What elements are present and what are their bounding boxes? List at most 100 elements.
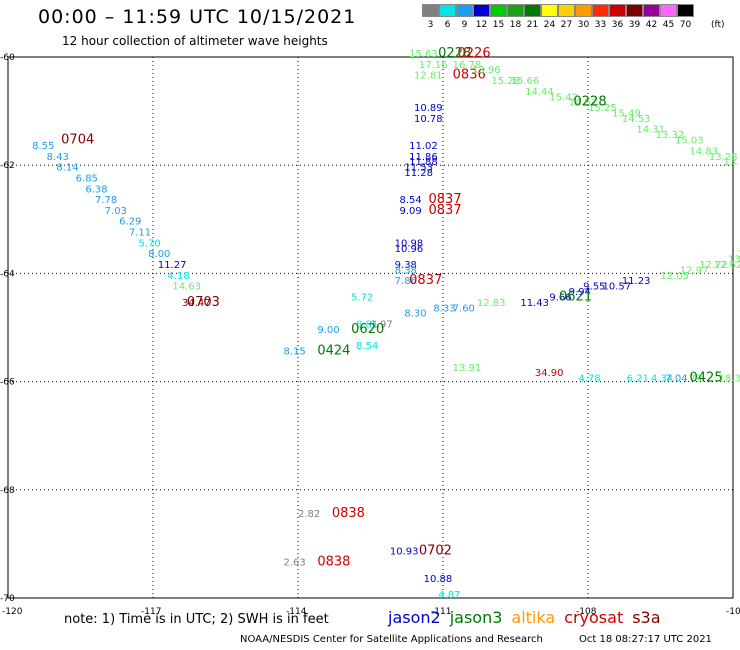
wave-height-value: 12.05 bbox=[661, 271, 690, 282]
wave-height-value: 11.53 bbox=[404, 163, 433, 174]
wave-height-value: 4.87 bbox=[438, 590, 460, 601]
wave-height-value: 14.63 bbox=[172, 282, 201, 293]
wave-height-value: 15.49 bbox=[612, 109, 641, 120]
wave-height-value: 13.59 bbox=[728, 255, 740, 266]
wave-height-value: 14.83 bbox=[690, 146, 719, 157]
color-scale: 3 6 9 12 15 18 21 24 27 30 33 36 39 42 45 70 bbox=[422, 4, 694, 30]
wave-height-value: 6.85 bbox=[76, 173, 98, 184]
pass-time-label: 0620 bbox=[351, 322, 384, 337]
wave-height-value: 11.02 bbox=[409, 141, 438, 152]
wave-height-value: 11.43 bbox=[520, 298, 549, 309]
wave-height-value: 11.23 bbox=[622, 276, 651, 287]
wave-height-value: 9.94 bbox=[569, 287, 591, 298]
pass-time-label: 0837 bbox=[429, 192, 462, 207]
lon-tick-label: -111 bbox=[431, 607, 451, 617]
scale-swatch bbox=[456, 4, 473, 17]
wave-height-value: 13.57 bbox=[738, 249, 740, 260]
pass-time-label: 0838 bbox=[332, 506, 365, 521]
wave-height-value: 10.96 bbox=[395, 244, 424, 255]
scale-swatch bbox=[677, 4, 694, 17]
satellite-jason2: jason2 bbox=[388, 608, 441, 627]
scale-swatch bbox=[473, 4, 490, 17]
pass-time-label: 0703 bbox=[187, 295, 220, 310]
lon-tick-label: -120 bbox=[2, 607, 23, 617]
scale-swatch bbox=[541, 4, 558, 17]
lat-tick-label: -66 bbox=[0, 378, 15, 388]
wave-height-value: 16.78 bbox=[453, 60, 482, 71]
wave-height-value: 10.57 bbox=[603, 282, 632, 293]
scale-swatch bbox=[507, 4, 524, 17]
wave-height-value: 7.86 bbox=[395, 276, 417, 287]
pass-time-label: 0424 bbox=[317, 344, 350, 359]
wave-height-value: 8.15 bbox=[284, 347, 306, 358]
scale-label: 42 bbox=[645, 20, 658, 30]
wave-height-value: 12.83 bbox=[477, 298, 506, 309]
scale-label: 24 bbox=[543, 20, 556, 30]
scale-label: 12 bbox=[475, 20, 488, 30]
wave-height-value: 8.55 bbox=[32, 141, 54, 152]
scale-label: 45 bbox=[662, 20, 675, 30]
pass-time-label: 0702 bbox=[419, 544, 452, 559]
wave-height-value: 13.91 bbox=[453, 363, 482, 374]
wave-height-value: 15.25 bbox=[588, 103, 617, 114]
scale-label: 6 bbox=[444, 20, 451, 30]
wave-height-value: 15.66 bbox=[511, 76, 540, 87]
scale-swatch bbox=[609, 4, 626, 17]
pass-time-label: 0228 bbox=[438, 46, 471, 61]
footer-timestamp: Oct 18 08:27:17 UTC 2021 bbox=[579, 634, 712, 645]
scale-label: 18 bbox=[509, 20, 522, 30]
scale-label: 36 bbox=[611, 20, 624, 30]
wave-height-value: 8.43 bbox=[47, 152, 69, 163]
wave-height-value: 10.89 bbox=[414, 103, 443, 114]
wave-height-value: 4.78 bbox=[578, 374, 600, 385]
pass-time-label: 0837 bbox=[429, 203, 462, 218]
wave-height-value: 8.54 bbox=[400, 195, 422, 206]
wave-height-value: 4.34 bbox=[651, 374, 673, 385]
wave-height-value: 8.54 bbox=[356, 341, 378, 352]
wave-height-value: 9.55 bbox=[583, 282, 605, 293]
wave-height-value: 15.42 bbox=[549, 92, 578, 103]
wave-height-value: 5.72 bbox=[351, 292, 373, 303]
scale-swatch bbox=[660, 4, 677, 17]
satellite-cryosat: cryosat bbox=[564, 608, 624, 627]
footer-credit: NOAA/NESDIS Center for Satellite Applica… bbox=[240, 634, 543, 645]
scale-unit: (ft) bbox=[711, 20, 725, 30]
wave-height-value: 12.97 bbox=[680, 265, 709, 276]
wave-height-value: 8.81 bbox=[356, 320, 378, 331]
wave-height-value: 15.63 bbox=[409, 49, 438, 60]
satellite-jason3: jason3 bbox=[449, 608, 503, 627]
lon-tick-label: -114 bbox=[286, 607, 307, 617]
lon-tick-label: -105 bbox=[726, 607, 740, 617]
wave-height-value: 14.31 bbox=[636, 125, 665, 136]
pass-time-label: 0838 bbox=[317, 555, 350, 570]
wave-height-value: 15.28 bbox=[491, 76, 520, 87]
wave-height-value: 10.78 bbox=[414, 114, 443, 125]
wave-height-value: 79 bbox=[690, 374, 703, 385]
wave-height-value: 9.00 bbox=[317, 325, 339, 336]
wave-height-value: 14.44 bbox=[525, 87, 554, 98]
wave-height-value: 5.70 bbox=[139, 238, 161, 249]
page-subtitle: 12 hour collection of altimeter wave hei… bbox=[62, 34, 328, 48]
lat-tick-label: -62 bbox=[0, 161, 15, 171]
wave-height-value: 7.04 bbox=[665, 374, 687, 385]
color-scale-labels: 3 6 9 12 15 18 21 24 27 30 33 36 39 42 45 70 bbox=[422, 20, 694, 30]
map-frame bbox=[7, 56, 734, 599]
wave-height-value: 13.28 bbox=[709, 152, 738, 163]
color-scale-swatches bbox=[422, 4, 694, 17]
wave-height-value: 34.90 bbox=[535, 368, 564, 379]
pass-time-label: 0621 bbox=[559, 289, 592, 304]
pass-time-label: 0228 bbox=[574, 95, 607, 110]
pass-time-label: 0836 bbox=[453, 68, 486, 83]
wave-height-value: 10.98 bbox=[395, 238, 424, 249]
wave-height-value: 7.60 bbox=[453, 303, 475, 314]
scale-label: 39 bbox=[628, 20, 641, 30]
wave-height-value: 14.57 bbox=[569, 98, 598, 109]
lon-tick-label: -108 bbox=[576, 607, 597, 617]
wave-height-value: 11.28 bbox=[404, 168, 433, 179]
lat-tick-label: -70 bbox=[0, 594, 15, 604]
wave-height-value: 4.18 bbox=[168, 271, 190, 282]
scale-swatch bbox=[626, 4, 643, 17]
wave-height-value: 12.72 bbox=[699, 260, 728, 271]
wave-height-value: 13.32 bbox=[656, 130, 685, 141]
